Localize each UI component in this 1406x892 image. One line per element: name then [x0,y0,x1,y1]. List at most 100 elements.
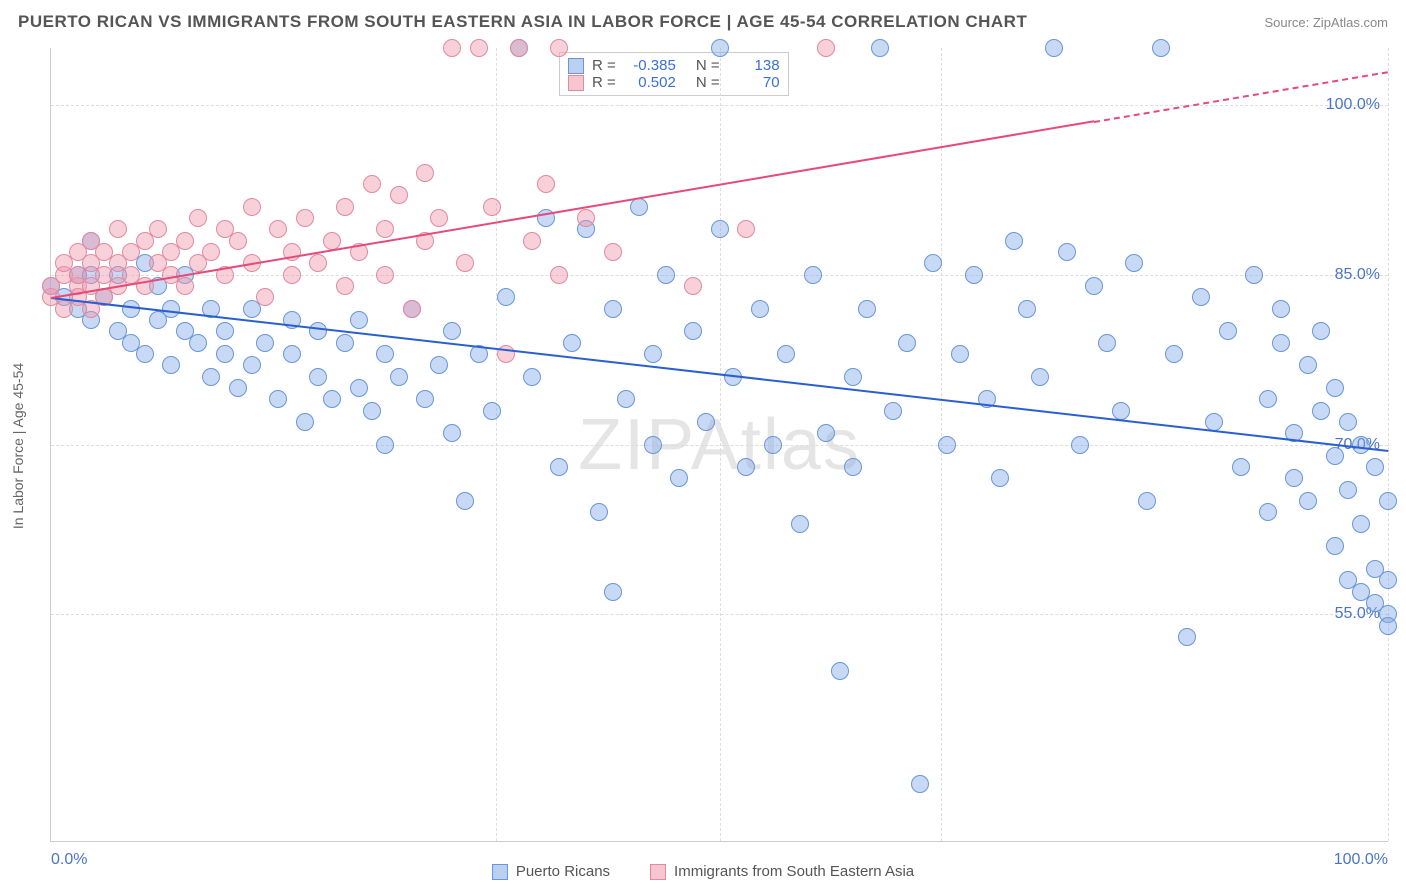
scatter-point [416,164,434,182]
scatter-point [176,277,194,295]
scatter-point [751,300,769,318]
scatter-point [269,390,287,408]
scatter-point [537,175,555,193]
scatter-point [443,39,461,57]
stat-r-label: R = [592,74,616,91]
stat-n-label: N = [696,57,720,74]
scatter-point [1205,413,1223,431]
scatter-point [376,436,394,454]
scatter-point [737,458,755,476]
scatter-point [283,345,301,363]
scatter-point [1312,402,1330,420]
scatter-point [256,334,274,352]
scatter-point [764,436,782,454]
scatter-point [323,232,341,250]
scatter-point [162,300,180,318]
legend-stats-box: R =-0.385N =138R =0.502N =70 [559,52,789,96]
scatter-point [911,775,929,793]
scatter-point [336,277,354,295]
scatter-point [470,39,488,57]
scatter-point [1326,537,1344,555]
legend-stat-row: R =-0.385N =138 [568,57,780,74]
scatter-point [831,662,849,680]
scatter-point [497,288,515,306]
scatter-point [1326,447,1344,465]
scatter-point [1005,232,1023,250]
scatter-point [390,186,408,204]
scatter-point [336,198,354,216]
scatter-point [817,424,835,442]
scatter-point [269,220,287,238]
legend-stat-row: R =0.502N =70 [568,74,780,91]
scatter-point [162,356,180,374]
scatter-point [711,220,729,238]
scatter-point [1272,300,1290,318]
scatter-point [604,583,622,601]
footer-legend: Puerto Ricans Immigrants from South Easte… [0,863,1406,880]
scatter-point [737,220,755,238]
scatter-point [456,254,474,272]
footer-legend-item: Immigrants from South Eastern Asia [650,863,914,880]
scatter-point [149,220,167,238]
scatter-point [109,220,127,238]
scatter-point [1326,379,1344,397]
scatter-point [1245,266,1263,284]
scatter-point [1058,243,1076,261]
gridline-vertical [1388,48,1389,841]
scatter-point [229,232,247,250]
scatter-point [644,345,662,363]
chart-source: Source: ZipAtlas.com [1264,15,1388,30]
legend-swatch [492,864,508,880]
stat-n-label: N = [696,74,720,91]
scatter-point [951,345,969,363]
scatter-point [430,209,448,227]
scatter-point [376,345,394,363]
scatter-point [1219,322,1237,340]
scatter-point [256,288,274,306]
scatter-point [550,39,568,57]
scatter-point [363,175,381,193]
legend-swatch [650,864,666,880]
legend-label: Immigrants from South Eastern Asia [674,863,914,880]
scatter-point [202,243,220,261]
scatter-point [523,232,541,250]
chart-title: PUERTO RICAN VS IMMIGRANTS FROM SOUTH EA… [18,12,1027,32]
scatter-point [1045,39,1063,57]
scatter-point [991,469,1009,487]
scatter-point [443,424,461,442]
footer-legend-item: Puerto Ricans [492,863,610,880]
scatter-point [1031,368,1049,386]
scatter-point [283,266,301,284]
y-axis-label: In Labor Force | Age 45-54 [10,363,26,529]
regression-line [51,121,1094,300]
scatter-point [1352,515,1370,533]
scatter-point [1165,345,1183,363]
scatter-point [1339,413,1357,431]
scatter-point [309,368,327,386]
scatter-point [604,243,622,261]
scatter-point [1366,458,1384,476]
scatter-point [189,209,207,227]
scatter-point [523,368,541,386]
scatter-point [1232,458,1250,476]
scatter-point [1312,322,1330,340]
scatter-point [1272,334,1290,352]
scatter-point [644,436,662,454]
scatter-point [1192,288,1210,306]
scatter-point [590,503,608,521]
scatter-point [1299,492,1317,510]
scatter-point [711,39,729,57]
legend-swatch [568,58,584,74]
gridline-vertical [720,48,721,841]
scatter-point [483,198,501,216]
scatter-point [350,379,368,397]
scatter-point [550,266,568,284]
legend-swatch [568,75,584,91]
scatter-point [858,300,876,318]
scatter-point [1178,628,1196,646]
scatter-point [430,356,448,374]
scatter-point [216,322,234,340]
scatter-point [1379,492,1397,510]
scatter-point [376,266,394,284]
scatter-point [296,413,314,431]
